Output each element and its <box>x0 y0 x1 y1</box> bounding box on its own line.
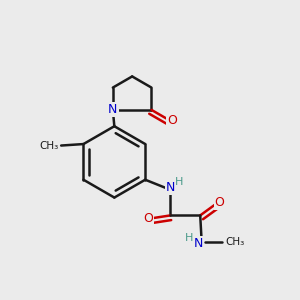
Text: N: N <box>194 237 203 250</box>
Text: O: O <box>143 212 153 225</box>
Text: CH₃: CH₃ <box>226 237 245 247</box>
Text: N: N <box>108 103 118 116</box>
Text: CH₃: CH₃ <box>40 140 59 151</box>
Text: H: H <box>175 177 183 187</box>
Text: N: N <box>166 181 175 194</box>
Text: O: O <box>167 114 177 127</box>
Text: O: O <box>214 196 224 208</box>
Text: H: H <box>185 233 194 243</box>
